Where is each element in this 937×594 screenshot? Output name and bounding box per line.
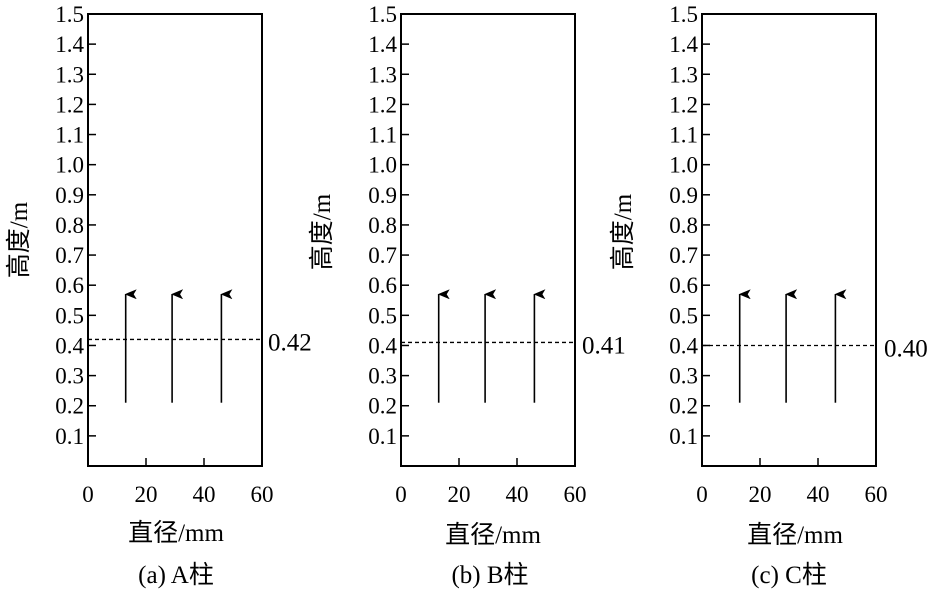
y-tick-label: 0.1	[368, 424, 397, 449]
x-axis-title-a: 直径/mm	[128, 519, 224, 547]
y-tick-label: 0.9	[55, 183, 84, 208]
y-tick-label: 0.4	[55, 333, 84, 358]
y-tick-label: 0.7	[368, 243, 397, 268]
y-axis-title-a: 高度/m	[5, 201, 33, 278]
y-tick-label: 0.3	[55, 364, 84, 389]
x-tick-label: 0	[696, 482, 708, 507]
y-tick-label: 1.1	[368, 123, 397, 148]
y-tick-label: 0.6	[669, 273, 698, 298]
y-tick-label: 1.2	[669, 92, 698, 117]
y-tick-label: 1.5	[368, 2, 397, 27]
y-tick-label: 0.2	[368, 394, 397, 419]
y-tick-label: 1.0	[55, 153, 84, 178]
panel-c: 0.1 0.2 0.3 0.4 0.5 0.6 0.7 0.8 0.9 1.0 1.1 1.2 1.3 1…	[609, 2, 928, 589]
y-tick-label: 1.2	[368, 92, 397, 117]
y-tick-label: 0.8	[368, 213, 397, 238]
y-tick-label: 0.6	[55, 273, 84, 298]
caption-b: (b) B柱	[451, 561, 528, 589]
y-tick-label: 0.5	[55, 303, 84, 328]
y-tick-label: 0.2	[55, 394, 84, 419]
y-tick-label: 1.3	[368, 62, 397, 87]
caption-c: (c) C柱	[751, 561, 827, 589]
level-label: 0.42	[268, 329, 312, 356]
level-label: 0.41	[582, 332, 626, 359]
y-tick-label: 1.4	[368, 32, 397, 57]
y-tick-label: 0.3	[669, 364, 698, 389]
x-tick-label: 40	[807, 482, 830, 507]
y-tick-label: 0.5	[368, 303, 397, 328]
y-tick-label: 0.9	[669, 183, 698, 208]
level-label: 0.40	[884, 335, 928, 362]
y-tick-label: 0.7	[55, 243, 84, 268]
y-tick-label: 0.8	[669, 213, 698, 238]
y-tick-label: 0.9	[368, 183, 397, 208]
x-axis-title-b: 直径/mm	[445, 521, 541, 549]
y-tick-label: 1.1	[55, 123, 84, 148]
y-tick-label: 0.2	[669, 394, 698, 419]
y-tick-label: 1.5	[55, 2, 84, 27]
panel-b-marks: 0.1 0.2 0.3 0.4 0.5 0.6 0.7 0.8 0.9 1.0 1.1 1.2 1.3 1…	[368, 2, 626, 507]
x-tick-label: 0	[395, 482, 407, 507]
panel-a-marks: 0.1 0.2 0.3 0.4 0.5 0.6 0.7 0.8 0.9 1.0 1.1 1.2 1.3 1…	[55, 2, 312, 507]
y-tick-label: 0.8	[55, 213, 84, 238]
y-tick-label: 1.1	[669, 123, 698, 148]
y-axis-title-b: 高度/m	[308, 193, 336, 270]
y-tick-label: 1.4	[669, 32, 698, 57]
x-tick-label: 0	[82, 482, 94, 507]
y-tick-label: 1.0	[669, 153, 698, 178]
y-tick-label: 0.5	[669, 303, 698, 328]
y-tick-label: 1.3	[55, 62, 84, 87]
plot-area-a	[87, 13, 263, 467]
y-tick-label: 1.3	[669, 62, 698, 87]
panel-c-marks: 0.1 0.2 0.3 0.4 0.5 0.6 0.7 0.8 0.9 1.0 1.1 1.2 1.3 1…	[669, 2, 928, 507]
x-tick-label: 20	[749, 482, 772, 507]
panel-a: 0.1 0.2 0.3 0.4 0.5 0.6 0.7 0.8 0.9 1.0 1.1 1.2 1.3 1…	[5, 2, 312, 589]
y-tick-label: 1.2	[55, 92, 84, 117]
y-tick-label: 1.0	[368, 153, 397, 178]
y-tick-label: 0.4	[368, 333, 397, 358]
x-tick-label: 60	[251, 482, 274, 507]
y-tick-label: 0.4	[669, 333, 698, 358]
x-tick-label: 60	[865, 482, 888, 507]
plot-area-b	[400, 13, 576, 467]
y-axis-title-c: 高度/m	[609, 193, 637, 270]
x-tick-label: 40	[193, 482, 216, 507]
y-tick-label: 0.7	[669, 243, 698, 268]
caption-a: (a) A柱	[138, 561, 214, 589]
x-tick-label: 40	[506, 482, 529, 507]
y-tick-label: 1.5	[669, 2, 698, 27]
x-tick-label: 20	[135, 482, 158, 507]
x-tick-label: 20	[448, 482, 471, 507]
y-tick-label: 0.1	[669, 424, 698, 449]
y-tick-label: 0.1	[55, 424, 84, 449]
y-tick-label: 0.3	[368, 364, 397, 389]
panel-b: 0.1 0.2 0.3 0.4 0.5 0.6 0.7 0.8 0.9 1.0 1.1 1.2 1.3 1…	[308, 2, 626, 589]
x-axis-title-c: 直径/mm	[747, 521, 843, 549]
y-tick-label: 1.4	[55, 32, 84, 57]
y-tick-label: 0.6	[368, 273, 397, 298]
plot-area-c	[701, 13, 877, 467]
x-tick-label: 60	[564, 482, 587, 507]
